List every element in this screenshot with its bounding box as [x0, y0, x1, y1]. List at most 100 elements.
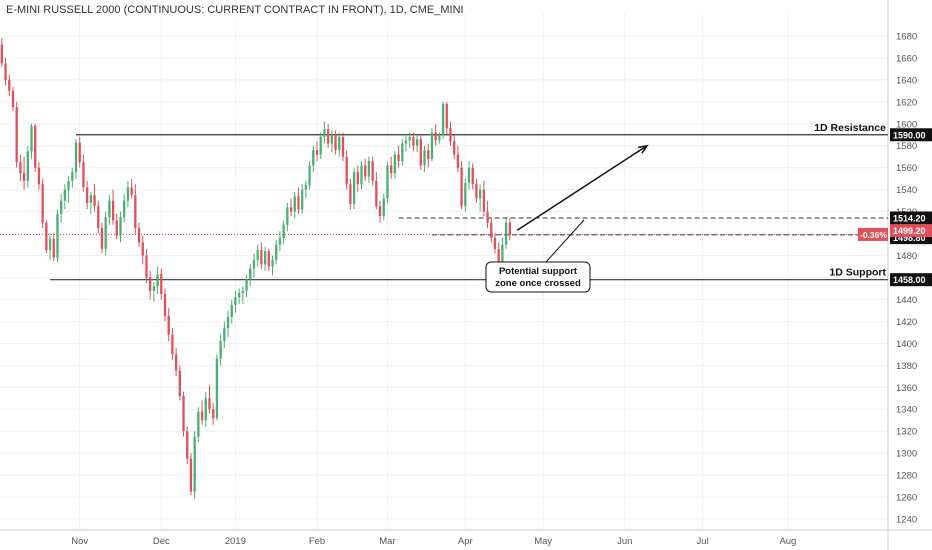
candle-body: [126, 187, 130, 201]
candle-body: [63, 189, 67, 201]
candle-body: [297, 196, 300, 210]
projection-arrow-line: [516, 145, 648, 231]
price-tag-support-text: 1458.00: [893, 275, 926, 285]
candle-body: [141, 242, 144, 256]
candle-body: [182, 396, 185, 432]
candle-body: [501, 244, 504, 267]
candle-body: [364, 165, 367, 177]
x-tick-label: Mar: [379, 536, 395, 547]
candle-body: [119, 217, 122, 236]
candle-body: [60, 200, 63, 214]
y-tick-label: 1400: [896, 339, 917, 350]
candle-body: [93, 195, 96, 207]
candle-body: [37, 167, 41, 185]
candle-body: [378, 206, 382, 217]
candle-body: [223, 327, 226, 342]
candle-body: [508, 222, 511, 235]
candle-body: [212, 409, 215, 419]
candle-body: [34, 125, 37, 168]
change-badge-text: -0.36%: [860, 230, 887, 240]
candle-body: [52, 239, 55, 258]
candle-body: [482, 189, 486, 212]
candle-body: [249, 268, 252, 280]
candle-body: [74, 142, 78, 173]
callout-text-line-2: zone once crossed: [495, 278, 581, 289]
y-tick-label: 1280: [896, 471, 917, 482]
candle-body: [186, 431, 189, 459]
candle-body: [115, 220, 118, 236]
candle-body: [349, 184, 352, 204]
y-tick-label: 1680: [896, 31, 917, 42]
candle-body: [149, 277, 152, 291]
y-tick-label: 1320: [896, 427, 917, 438]
candle-body: [293, 196, 296, 212]
candle-body: [100, 228, 104, 249]
y-tick-label: 1640: [896, 75, 917, 86]
y-tick-label: 1340: [896, 405, 917, 416]
x-tick-label: 2019: [225, 536, 246, 547]
x-tick-label: Nov: [71, 536, 88, 547]
candle-body: [152, 286, 156, 291]
callout-box: [485, 261, 591, 293]
candle-body: [360, 165, 363, 185]
candle-body: [371, 161, 374, 181]
candle-body: [401, 143, 404, 162]
candle-body: [282, 224, 285, 238]
support-label: 1D Support: [829, 267, 886, 279]
candle-body: [267, 251, 270, 267]
candle-body: [382, 198, 385, 217]
candle-body: [338, 136, 341, 151]
candle-body: [48, 239, 52, 251]
candle-body: [0, 44, 4, 64]
candle-body: [289, 207, 293, 212]
candle-body: [230, 304, 233, 318]
candle-body: [390, 165, 393, 174]
price-tag-support-bg: [890, 273, 932, 287]
candle-body: [260, 250, 263, 265]
candle-body: [130, 187, 133, 196]
candle-body: [45, 222, 48, 251]
candle-body: [67, 180, 70, 190]
price-tag-resistance-text: 1590.00: [893, 130, 926, 140]
candle-body: [193, 436, 196, 492]
candle-body: [263, 251, 267, 265]
candle-body: [308, 165, 311, 186]
chart-title: E-MINI RUSSELL 2000 (CONTINUOUS: CURRENT…: [6, 4, 464, 16]
candle-body: [104, 217, 107, 249]
candle-body: [430, 132, 434, 159]
candle-body: [415, 139, 419, 146]
candle-body: [234, 297, 237, 305]
candle-body: [319, 136, 322, 155]
candle-body: [4, 63, 7, 80]
candle-body: [412, 136, 415, 146]
candle-body: [108, 200, 111, 218]
y-tick-label: 1360: [896, 383, 917, 394]
candle-body: [312, 150, 315, 166]
candle-body: [137, 228, 141, 243]
x-tick-label: Feb: [309, 536, 325, 547]
candle-body: [301, 189, 304, 210]
candle-body: [434, 132, 437, 141]
x-tick-label: Dec: [153, 536, 170, 547]
candle-body: [504, 222, 508, 245]
candle-body: [189, 458, 193, 492]
candle-body: [397, 154, 400, 162]
candle-body: [19, 162, 22, 174]
candle-body: [356, 172, 359, 185]
candle-body: [237, 292, 241, 298]
candle-body: [304, 185, 308, 190]
candle-body: [256, 250, 259, 260]
candle-body: [134, 195, 137, 229]
y-tick-label: 1260: [896, 493, 917, 504]
candle-body: [156, 274, 159, 287]
candle-body: [467, 167, 471, 184]
price-tag-current-text: 1499.20: [893, 226, 926, 236]
candle-body: [486, 211, 489, 223]
change-badge-bg: [858, 227, 888, 241]
candle-body: [85, 187, 89, 203]
callout-pointer: [545, 219, 585, 263]
candle-body: [111, 200, 115, 221]
x-tick-label: May: [534, 536, 552, 547]
candle-body: [315, 150, 319, 155]
y-tick-label: 1420: [896, 317, 917, 328]
